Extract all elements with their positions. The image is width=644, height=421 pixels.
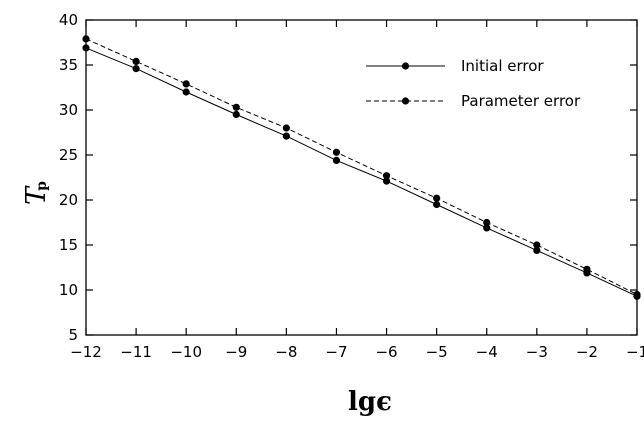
legend-marker (401, 62, 410, 70)
data-point (182, 88, 190, 96)
x-tick-label: −5 (426, 343, 448, 361)
legend-label: Parameter error (461, 92, 581, 110)
data-point (332, 148, 341, 156)
y-tick-label: 25 (59, 146, 78, 164)
y-tick-label: 40 (59, 11, 78, 29)
x-tick-label: −2 (576, 343, 598, 361)
data-point (332, 156, 341, 164)
series-layer (82, 35, 641, 300)
legend-marker (401, 97, 410, 105)
y-tick-label: 10 (59, 281, 78, 299)
data-point (483, 224, 491, 232)
data-point (82, 35, 90, 43)
data-point (132, 65, 140, 73)
x-tick-label: −9 (225, 343, 247, 361)
series-line (85, 47, 638, 297)
x-axis-title: lgϵ (348, 387, 392, 417)
data-point (82, 44, 90, 52)
x-tick-label: −10 (170, 343, 202, 361)
data-point (533, 246, 541, 254)
series-line (85, 38, 638, 295)
x-tick-label: −6 (375, 343, 397, 361)
plot-frame (85, 19, 638, 336)
y-axis-title: T (21, 185, 52, 205)
x-tick-label: −3 (526, 343, 548, 361)
y-tick-label: 30 (59, 101, 78, 119)
data-point (633, 290, 641, 299)
data-point (433, 200, 441, 209)
data-point (583, 265, 591, 273)
axes: −12 −11 −10 −9 −8 −7 −6 −5 −4 −3 −2 −1 5 10 15 20 25 30 35… (59, 11, 644, 361)
data-point (483, 218, 491, 227)
x-tick-label: −8 (275, 343, 297, 361)
y-axis-title-subscript: p (34, 181, 50, 191)
data-point (382, 172, 391, 180)
data-point (182, 80, 190, 88)
y-tick-label: 20 (59, 191, 78, 209)
y-tick-label: 35 (59, 56, 78, 74)
x-tick-label: −7 (325, 343, 347, 361)
x-tick-label: −1 (626, 343, 644, 361)
y-tick-label: 5 (68, 326, 78, 344)
x-tick-label: −4 (476, 343, 498, 361)
data-point (533, 241, 541, 249)
data-point (232, 103, 240, 111)
data-point (433, 194, 441, 202)
data-point (232, 110, 240, 119)
legend: Initial error Parameter error (366, 57, 581, 110)
data-point (282, 132, 290, 140)
x-tick-label: −11 (120, 343, 152, 361)
data-point (282, 124, 290, 132)
y-tick-label: 15 (59, 236, 78, 254)
x-tick-label: −12 (70, 343, 102, 361)
legend-label: Initial error (461, 57, 544, 75)
data-point (382, 177, 391, 185)
data-point (132, 57, 140, 65)
